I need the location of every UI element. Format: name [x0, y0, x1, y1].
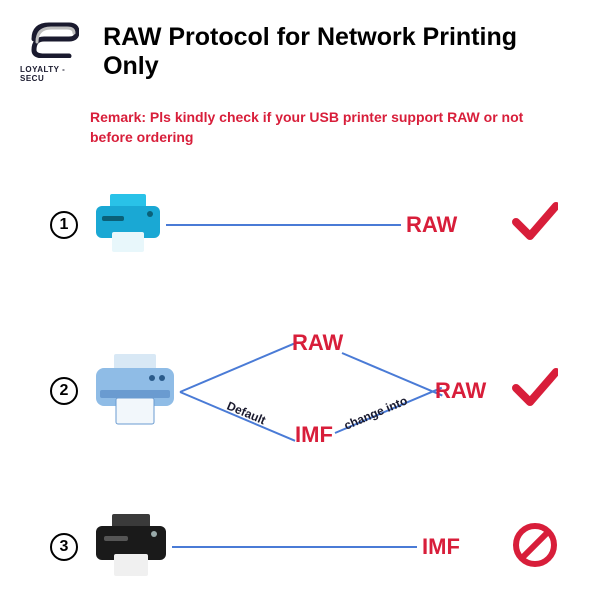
logo: LOYALTY -SECU	[20, 20, 88, 83]
protocol-row: 1 RAW	[0, 172, 600, 278]
logo-mark-icon	[29, 20, 79, 63]
printer-icon	[90, 510, 172, 585]
row-number-badge: 1	[50, 211, 78, 239]
protocol-label-merge: RAW	[435, 378, 486, 404]
connection-area: RAW	[166, 180, 510, 270]
row-number-badge: 3	[50, 533, 78, 561]
result-check-icon	[510, 200, 560, 251]
edge-label-change: change into	[342, 394, 409, 433]
connection-area: IMF	[172, 502, 510, 592]
connection-area: RAW IMF RAW Default change into	[180, 326, 510, 456]
printer-icon	[90, 190, 166, 261]
page-title: RAW Protocol for Network Printing Only	[103, 23, 570, 81]
protocol-label: RAW	[406, 212, 457, 238]
protocol-label-top: RAW	[292, 330, 343, 356]
protocol-label-bottom: IMF	[295, 422, 333, 448]
header: LOYALTY -SECU RAW Protocol for Network P…	[0, 0, 600, 93]
remark-text: Remark: Pls kindly check if your USB pri…	[0, 93, 600, 172]
result-check-icon	[510, 366, 560, 417]
protocol-row: 3 IMF	[0, 494, 600, 600]
protocol-row: 2 RAW IMF RAW Default change into	[0, 318, 600, 464]
printer-icon	[90, 350, 180, 433]
row-number-badge: 2	[50, 377, 78, 405]
edge-label-default: Default	[225, 399, 268, 428]
logo-subtext: LOYALTY -SECU	[20, 65, 88, 83]
result-forbid-icon	[510, 522, 560, 573]
protocol-label: IMF	[422, 534, 460, 560]
